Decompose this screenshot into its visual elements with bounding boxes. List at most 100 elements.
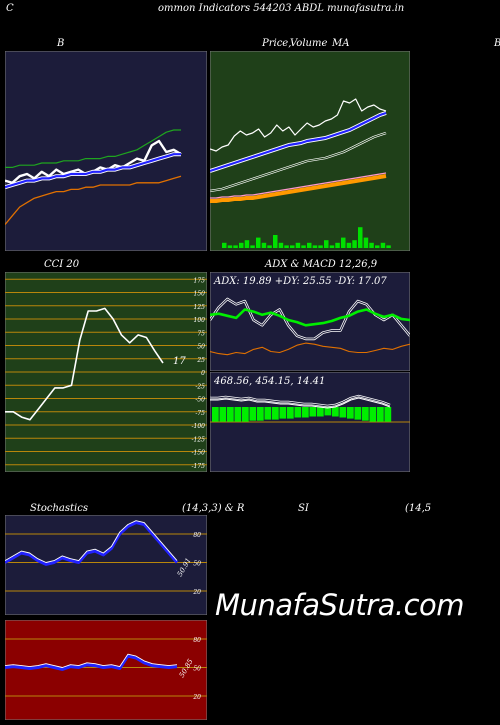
macd-chart: 468.56, 454.15, 14.41 [210, 372, 410, 472]
macd-histogram-bar [294, 407, 302, 418]
volume-bar [318, 245, 323, 248]
volume-bar [386, 245, 391, 248]
plus-di-inner [210, 298, 410, 340]
volume-bar [267, 245, 272, 248]
rsi-tick-label: 80 [193, 637, 201, 644]
macd-histogram-bar [272, 407, 279, 420]
cci-tick-label: 175 [194, 277, 206, 284]
macd-histogram-bar [317, 407, 324, 417]
cci-line [5, 307, 164, 421]
volume-bar [301, 245, 306, 248]
macd-values-text: 468.56, 454.15, 14.41 [213, 376, 325, 387]
volume-bar [375, 245, 380, 248]
adx-macd-title: ADX & MACD 12,26,9 [265, 259, 378, 270]
volume-bar [227, 245, 233, 248]
volume-bar [250, 245, 255, 248]
volume-bar [335, 242, 340, 248]
cci-tick-label: 75 [197, 330, 205, 337]
cci-tick-label: 100 [194, 317, 206, 324]
rsi-signal-line [5, 653, 178, 668]
volume-bar [295, 242, 301, 248]
ma-title: MA [332, 38, 350, 49]
bb-upper-band [5, 129, 181, 169]
cci-tick-label: -100 [192, 423, 206, 430]
volume-bar [329, 245, 335, 248]
price-line [210, 98, 387, 152]
volume-bar [346, 242, 352, 248]
cci-tick-label: -75 [195, 410, 205, 417]
rsi-tick-label: 50 [193, 666, 201, 673]
macd-histogram-bar [339, 407, 347, 418]
cci-title: CCI 20 [44, 259, 80, 270]
volume-bar [380, 242, 386, 248]
volume-bar [284, 245, 289, 248]
bb-middle-band [5, 153, 181, 189]
volume-bar [273, 235, 278, 248]
macd-histogram-bar [369, 407, 377, 422]
volume-bar [358, 227, 363, 248]
minus-di-line [210, 342, 410, 356]
bb-title: B [57, 38, 65, 49]
volume-bar [278, 242, 284, 248]
macd-signal-line [210, 397, 391, 409]
cci-tick-label: -150 [192, 450, 206, 457]
volume-bar [341, 237, 346, 248]
cci-tick-label: 0 [201, 370, 205, 377]
cci-tick-label: -175 [192, 463, 206, 470]
volume-bar [256, 237, 261, 248]
rsi-params: (14,5 [405, 503, 432, 514]
macd-histogram-bar [362, 407, 369, 421]
stochastics-params: (14,3,3) & R [182, 503, 245, 514]
macd-histogram-bar [287, 407, 294, 419]
ma-long-pink-line [210, 172, 387, 199]
volume-bar [244, 240, 250, 248]
macd-histogram-bar [234, 407, 242, 422]
volume-bar [261, 242, 267, 248]
macd-histogram-bar [309, 407, 317, 417]
cci-tick-label: -50 [195, 397, 205, 404]
volume-bar [369, 242, 374, 248]
macd-histogram-bar [377, 407, 384, 422]
volume-bar [290, 245, 295, 248]
price-title: Price, [262, 38, 292, 49]
macd-histogram-bar [257, 407, 264, 421]
adx-line [210, 308, 410, 327]
stochastics-tick-label: 50 [193, 561, 201, 568]
stochastics-signal-line [5, 520, 178, 563]
volume-title: Volume [290, 38, 328, 49]
price-ma-chart [210, 51, 410, 251]
macd-histogram-bar [324, 407, 332, 416]
adx-values-text: ADX: 19.89 +DY: 25.55 -DY: 17.07 [213, 276, 387, 287]
volume-bar [352, 240, 357, 248]
cci-chart: 175 150 125 100 75 50 25 0 -25 -50 -75 -100 -125 -150… [5, 272, 207, 472]
macd-histogram-bar [354, 407, 362, 420]
macd-histogram-bar [212, 407, 219, 422]
ma-long-line [210, 174, 387, 203]
volume-bar [312, 245, 318, 248]
header-title: C [6, 3, 14, 14]
macd-histogram-bar [384, 407, 392, 422]
macd-histogram-bar [219, 407, 227, 422]
volume-bar [239, 242, 244, 248]
cci-tick-label: -25 [195, 383, 205, 390]
cci-tick-label: -125 [192, 436, 206, 443]
stochastics-title: Stochastics [30, 503, 88, 514]
volume-bar [307, 242, 312, 248]
cci-tick-label: 50 [197, 344, 205, 351]
macd-histogram-bar [264, 407, 272, 420]
macd-histogram-bar [279, 407, 287, 419]
volume-bar [222, 242, 227, 248]
volume-bar [233, 245, 238, 248]
watermark: MunafaSutra.com [215, 588, 465, 622]
rsi-title: SI [298, 503, 309, 514]
right-edge-title: B [494, 38, 500, 49]
volume-bar [363, 237, 369, 248]
rsi-tick-label: 20 [192, 694, 201, 701]
ma-short-line [210, 111, 387, 173]
macd-histogram-bar [332, 407, 339, 417]
cci-tick-label: 125 [194, 304, 206, 311]
ma-mid-line-inner [210, 132, 387, 192]
volume-bar [324, 240, 329, 248]
adx-chart: ADX: 19.89 +DY: 25.55 -DY: 17.07 [210, 272, 410, 371]
